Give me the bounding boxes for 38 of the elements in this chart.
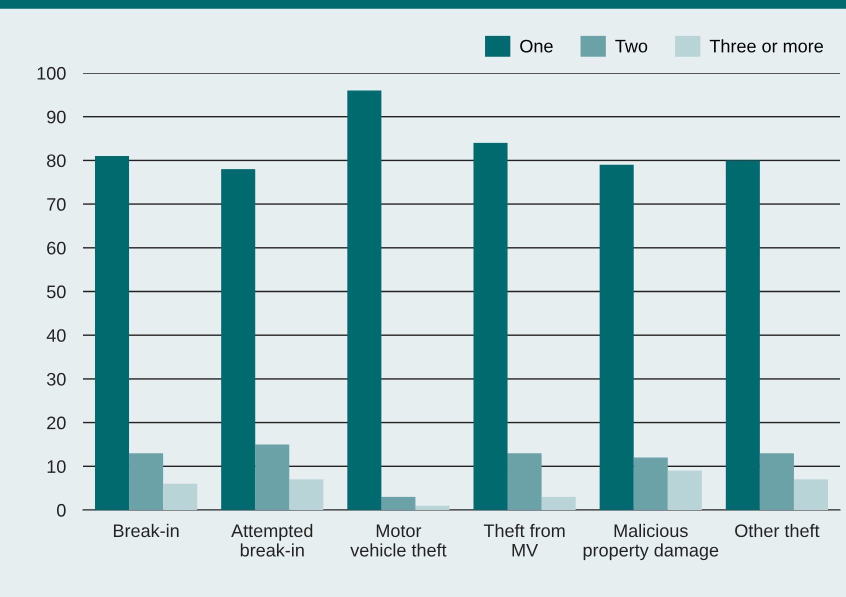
y-tick-label: 80 [47, 154, 66, 168]
y-tick-label: 50 [46, 285, 66, 298]
bar [668, 470, 702, 510]
legend-label: Two [615, 40, 648, 53]
bar [473, 142, 508, 510]
x-tick-label: Break-in [114, 524, 179, 538]
bar [129, 453, 164, 510]
y-tick-label: 20 [47, 416, 66, 430]
legend-label: Three or more [710, 39, 823, 53]
y-tick-label: 70 [47, 198, 66, 211]
bar [542, 496, 576, 510]
y-tick-label: 100 [38, 66, 66, 80]
x-tick-label: Motor vehicle theft [350, 524, 446, 557]
y-tick-label: 30 [46, 372, 66, 386]
x-tick-label: Other theft [735, 524, 820, 538]
bar [381, 496, 416, 510]
y-tick-label: 40 [46, 329, 66, 342]
bar [94, 156, 130, 510]
bar [163, 484, 198, 510]
bar [347, 90, 382, 510]
bar [289, 479, 324, 510]
bar [255, 444, 290, 510]
y-tick-label: 0 [57, 504, 66, 517]
bar [221, 169, 256, 510]
bar [794, 479, 828, 510]
y-tick-label: 90 [47, 110, 66, 124]
bar [508, 453, 542, 510]
y-tick-label: 60 [47, 242, 66, 255]
bar [760, 453, 794, 510]
y-tick-label: 10 [48, 460, 66, 474]
x-tick-label: Attempted break-in [231, 524, 312, 557]
bar [600, 164, 634, 510]
bar [415, 506, 450, 510]
x-tick-label: Theft from MV [484, 524, 565, 556]
legend-label: One [520, 40, 553, 53]
x-tick-label: Malicious property damage [584, 524, 718, 560]
bar [634, 458, 668, 510]
bar [726, 160, 760, 510]
